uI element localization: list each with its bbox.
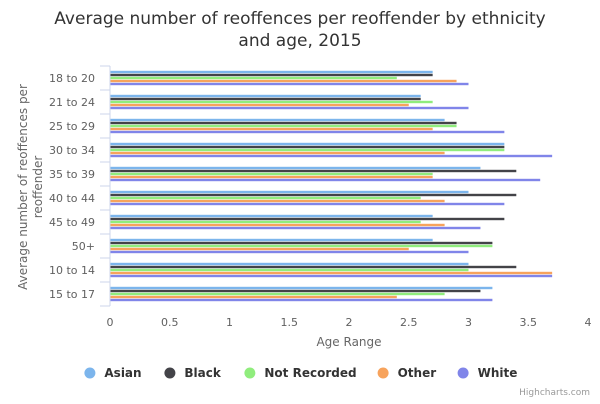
bar[interactable] xyxy=(110,169,517,173)
bar[interactable] xyxy=(110,76,397,80)
category-label: 45 to 49 xyxy=(49,216,95,229)
bar[interactable] xyxy=(110,73,433,77)
category-label: 25 to 29 xyxy=(49,120,95,133)
bar[interactable] xyxy=(110,82,469,86)
bar[interactable] xyxy=(110,106,469,110)
bars-layer xyxy=(110,70,553,302)
legend-item[interactable]: Black xyxy=(164,366,222,380)
x-tick-label: 1.5 xyxy=(281,316,299,329)
bar[interactable] xyxy=(110,97,421,101)
chart-title-line-2: and age, 2015 xyxy=(238,31,361,51)
x-tick-label: 0 xyxy=(107,316,114,329)
x-axis-title: Age Range xyxy=(316,335,381,349)
bar[interactable] xyxy=(110,196,421,200)
bar[interactable] xyxy=(110,217,505,221)
bar[interactable] xyxy=(110,223,445,227)
bar[interactable] xyxy=(110,145,505,149)
chart-title-line-1: Average number of reoffences per reoffen… xyxy=(54,9,545,29)
x-tick-label: 0.5 xyxy=(161,316,179,329)
category-label: 15 to 17 xyxy=(49,288,95,301)
legend-symbol xyxy=(84,367,96,379)
bar[interactable] xyxy=(110,262,469,266)
category-label: 30 to 34 xyxy=(49,144,95,157)
bar[interactable] xyxy=(110,286,493,290)
bar[interactable] xyxy=(110,190,469,194)
bar[interactable] xyxy=(110,70,433,74)
category-label: 50+ xyxy=(72,240,95,253)
legend-label: Asian xyxy=(104,366,141,380)
bar[interactable] xyxy=(110,178,541,182)
bar[interactable] xyxy=(110,154,553,158)
bar[interactable] xyxy=(110,250,469,254)
x-tick-label: 3 xyxy=(465,316,472,329)
bar[interactable] xyxy=(110,298,493,302)
legend-item[interactable]: White xyxy=(457,366,518,380)
legend-item[interactable]: Asian xyxy=(84,366,142,380)
bar[interactable] xyxy=(110,220,421,224)
bar[interactable] xyxy=(110,214,433,218)
bar[interactable] xyxy=(110,226,481,230)
bar[interactable] xyxy=(110,118,445,122)
bar[interactable] xyxy=(110,265,517,269)
legend-symbol xyxy=(377,367,389,379)
bar[interactable] xyxy=(110,295,397,299)
x-tick-label: 4 xyxy=(585,316,592,329)
bar[interactable] xyxy=(110,94,421,98)
legend: Asian Black Not Recorded Other White xyxy=(84,366,517,380)
bar[interactable] xyxy=(110,289,481,293)
category-label: 40 to 44 xyxy=(49,192,95,205)
y-axis-title-line-2: reoffender xyxy=(31,156,45,219)
bar[interactable] xyxy=(110,121,457,125)
category-label: 35 to 39 xyxy=(49,168,95,181)
bar[interactable] xyxy=(110,244,493,248)
bar[interactable] xyxy=(110,271,553,275)
legend-label: Black xyxy=(184,366,221,380)
bar[interactable] xyxy=(110,127,433,131)
legend-label: Not Recorded xyxy=(264,366,356,380)
bar[interactable] xyxy=(110,175,433,179)
bar[interactable] xyxy=(110,172,433,176)
legend-label: White xyxy=(478,366,518,380)
category-label: 10 to 14 xyxy=(49,264,95,277)
bar[interactable] xyxy=(110,292,445,296)
x-tick-label: 3.5 xyxy=(520,316,538,329)
category-label: 18 to 20 xyxy=(49,72,95,85)
axis-layer: 18 to 20 21 to 24 25 to 29 30 to 34 35 to 39… xyxy=(49,65,592,329)
bar[interactable] xyxy=(110,151,445,155)
legend-symbol xyxy=(164,367,176,379)
x-tick-label: 1 xyxy=(226,316,233,329)
bar[interactable] xyxy=(110,274,553,278)
bar[interactable] xyxy=(110,241,493,245)
credits-link[interactable]: Highcharts.com xyxy=(519,388,590,398)
bar[interactable] xyxy=(110,166,481,170)
bar[interactable] xyxy=(110,100,433,104)
legend-item[interactable]: Other xyxy=(377,366,437,380)
bar[interactable] xyxy=(110,79,457,83)
bar[interactable] xyxy=(110,199,445,203)
legend-item[interactable]: Not Recorded xyxy=(244,366,357,380)
bar[interactable] xyxy=(110,202,505,206)
bar[interactable] xyxy=(110,103,409,107)
bar[interactable] xyxy=(110,268,469,272)
legend-symbol xyxy=(244,367,256,379)
category-label: 21 to 24 xyxy=(49,96,95,109)
bar[interactable] xyxy=(110,148,505,152)
bar[interactable] xyxy=(110,238,433,242)
x-tick-label: 2 xyxy=(346,316,353,329)
bar[interactable] xyxy=(110,193,517,197)
x-tick-label: 2.5 xyxy=(400,316,418,329)
legend-label: Other xyxy=(398,366,437,380)
bar[interactable] xyxy=(110,247,409,251)
bar[interactable] xyxy=(110,130,505,134)
bar[interactable] xyxy=(110,142,505,146)
bar[interactable] xyxy=(110,124,457,128)
y-axis-title-line-1: Average number of reoffences per xyxy=(16,84,30,290)
legend-symbol xyxy=(457,367,469,379)
